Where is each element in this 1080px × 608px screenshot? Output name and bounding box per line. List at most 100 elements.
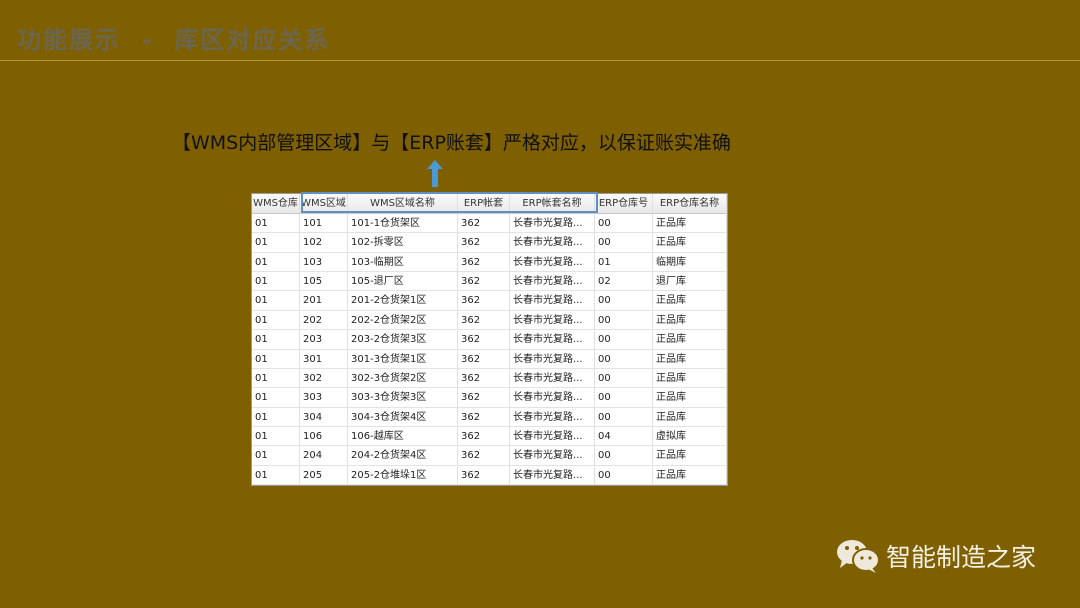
column-header[interactable]: ERP帐套: [458, 194, 510, 213]
table-cell: 362: [458, 272, 510, 291]
table-cell: 102-拆零区: [348, 233, 458, 252]
title-divider: [0, 60, 1080, 61]
table-cell: 长春市光复路...: [510, 233, 595, 252]
table-cell: 362: [458, 252, 510, 272]
column-header[interactable]: ERP仓库号: [595, 194, 653, 213]
table-cell: 长春市光复路...: [510, 388, 595, 407]
table-row[interactable]: 01 101 101-1仓货架区 362 长春市光复路... 00 正品库: [252, 214, 727, 234]
table-cell: 01: [252, 233, 300, 252]
table-cell: 退厂库: [653, 272, 727, 291]
table-cell: 301-3仓货架1区: [348, 349, 458, 368]
table-cell: 长春市光复路...: [510, 407, 595, 426]
column-header[interactable]: WMS仓库: [252, 194, 300, 213]
table-cell: 长春市光复路...: [510, 426, 595, 446]
table-cell: 203: [300, 330, 348, 349]
table-cell: 长春市光复路...: [510, 330, 595, 349]
table-cell: 00: [595, 291, 653, 310]
table-cell: 正品库: [653, 446, 727, 465]
table-cell: 204-2仓货架4区: [348, 446, 458, 465]
table-cell: 正品库: [653, 407, 727, 426]
table-cell: 长春市光复路...: [510, 349, 595, 368]
slide-subtitle: 【WMS内部管理区域】与【ERP账套】严格对应，以保证账实准确: [172, 132, 731, 154]
table-cell: 362: [458, 214, 510, 233]
table-cell: 01: [252, 330, 300, 349]
table-row[interactable]: 01 304 304-3仓货架4区 362 长春市光复路... 00 正品库: [252, 407, 727, 427]
table-cell: 00: [595, 214, 653, 233]
table-cell: 362: [458, 330, 510, 349]
table-cell: 正品库: [653, 349, 727, 368]
table-row[interactable]: 01 203 203-2仓货架3区 362 长春市光复路... 00 正品库: [252, 330, 727, 350]
column-header[interactable]: ERP仓库名称: [653, 194, 727, 213]
watermark-logo: 智能制造之家: [836, 538, 1036, 574]
table-row[interactable]: 01 106 106-越库区 362 长春市光复路... 04 虚拟库: [252, 426, 727, 447]
table-row[interactable]: 01 205 205-2仓堆垛1区 362 长春市光复路... 00 正品库: [252, 465, 727, 486]
table-cell: 01: [252, 252, 300, 272]
table-cell: 203-2仓货架3区: [348, 330, 458, 349]
table-cell: 303: [300, 388, 348, 407]
table-cell: 105-退厂区: [348, 272, 458, 291]
table-cell: 正品库: [653, 330, 727, 349]
table-row[interactable]: 01 202 202-2仓货架2区 362 长春市光复路... 00 正品库: [252, 310, 727, 331]
table-cell: 103-临期区: [348, 252, 458, 272]
table-row[interactable]: 01 204 204-2仓货架4区 362 长春市光复路... 00 正品库: [252, 446, 727, 466]
table-cell: 00: [595, 368, 653, 388]
column-header[interactable]: WMS区域: [300, 194, 348, 213]
table-cell: 正品库: [653, 291, 727, 310]
table-cell: 00: [595, 388, 653, 407]
table-cell: 正品库: [653, 310, 727, 330]
table-cell: 长春市光复路...: [510, 368, 595, 388]
table-cell: 202-2仓货架2区: [348, 310, 458, 330]
table-cell: 101-1仓货架区: [348, 214, 458, 233]
table-row[interactable]: 01 102 102-拆零区 362 长春市光复路... 00 正品库: [252, 233, 727, 253]
table-cell: 362: [458, 388, 510, 407]
table-cell: 201: [300, 291, 348, 310]
table-row[interactable]: 01 201 201-2仓货架1区 362 长春市光复路... 00 正品库: [252, 291, 727, 311]
table-cell: 00: [595, 465, 653, 485]
table-cell: 105: [300, 272, 348, 291]
table-cell: 01: [252, 426, 300, 446]
table-cell: 长春市光复路...: [510, 214, 595, 233]
table-cell: 362: [458, 465, 510, 485]
table-cell: 205: [300, 465, 348, 485]
table-cell: 正品库: [653, 388, 727, 407]
table-row[interactable]: 01 302 302-3仓货架2区 362 长春市光复路... 00 正品库: [252, 368, 727, 389]
column-header[interactable]: WMS区域名称: [348, 194, 458, 213]
table-cell: 362: [458, 368, 510, 388]
table-cell: 01: [595, 252, 653, 272]
table-cell: 01: [252, 291, 300, 310]
table-cell: 106-越库区: [348, 426, 458, 446]
table-cell: 362: [458, 349, 510, 368]
table-cell: 204: [300, 446, 348, 465]
table-cell: 362: [458, 446, 510, 465]
table-cell: 01: [252, 214, 300, 233]
table-cell: 01: [252, 368, 300, 388]
table-cell: 301: [300, 349, 348, 368]
column-header[interactable]: ERP帐套名称: [510, 194, 595, 213]
table-row[interactable]: 01 105 105-退厂区 362 长春市光复路... 02 退厂库: [252, 272, 727, 292]
table-cell: 00: [595, 407, 653, 426]
table-cell: 00: [595, 330, 653, 349]
table-cell: 正品库: [653, 233, 727, 252]
table-cell: 正品库: [653, 368, 727, 388]
table-cell: 02: [595, 272, 653, 291]
table-row[interactable]: 01 303 303-3仓货架3区 362 长春市光复路... 00 正品库: [252, 388, 727, 408]
table-cell: 01: [252, 349, 300, 368]
table-cell: 01: [252, 388, 300, 407]
table-cell: 长春市光复路...: [510, 310, 595, 330]
table-cell: 103: [300, 252, 348, 272]
table-header: WMS仓库 WMS区域 WMS区域名称 ERP帐套 ERP帐套名称 ERP仓库号 ERP仓库…: [252, 194, 727, 214]
table-row[interactable]: 01 301 301-3仓货架1区 362 长春市光复路... 00 正品库: [252, 349, 727, 369]
table-cell: 202: [300, 310, 348, 330]
table-cell: 00: [595, 349, 653, 368]
table-cell: 102: [300, 233, 348, 252]
table-cell: 长春市光复路...: [510, 446, 595, 465]
table-cell: 长春市光复路...: [510, 465, 595, 485]
table-cell: 04: [595, 426, 653, 446]
table-cell: 01: [252, 407, 300, 426]
table-cell: 01: [252, 446, 300, 465]
table-cell: 00: [595, 233, 653, 252]
table-cell: 00: [595, 310, 653, 330]
table-cell: 362: [458, 233, 510, 252]
table-row[interactable]: 01 103 103-临期区 362 长春市光复路... 01 临期库: [252, 252, 727, 273]
table-cell: 长春市光复路...: [510, 252, 595, 272]
